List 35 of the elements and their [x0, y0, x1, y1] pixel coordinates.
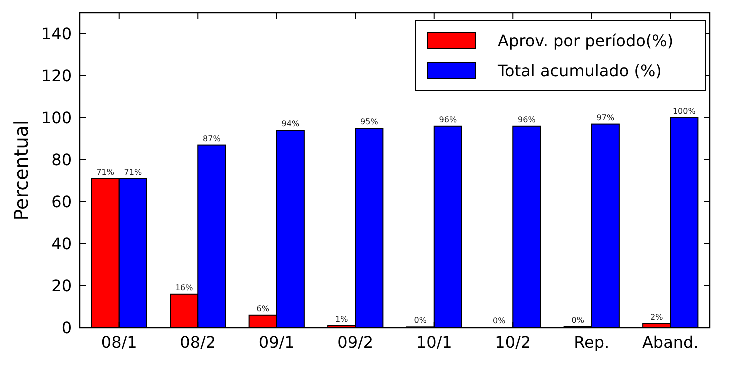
data-label: 0% [492, 316, 506, 326]
x-tick-label: Aband. [642, 333, 699, 352]
x-tick-label: 08/2 [180, 333, 216, 352]
data-label: 16% [175, 283, 194, 292]
data-label: 2% [650, 312, 664, 322]
y-tick-label: 120 [41, 66, 72, 86]
data-label: 96% [439, 115, 458, 124]
x-tick-label: 10/2 [495, 333, 532, 352]
legend-label: Aprov. por período(%) [498, 32, 674, 51]
x-tick-label: 08/1 [101, 333, 138, 352]
y-tick-label: 60 [52, 192, 72, 212]
x-tick-label: Rep. [574, 333, 610, 352]
data-label: 87% [203, 134, 222, 144]
y-tick-label: 40 [52, 234, 72, 254]
legend-label: Total acumulado (%) [497, 62, 662, 81]
data-label: 96% [518, 115, 536, 124]
data-label: 94% [282, 120, 300, 129]
x-tick-label: 10/1 [416, 333, 452, 352]
data-label: 71% [96, 168, 115, 177]
data-label: 6% [256, 304, 270, 314]
x-tick-label: 09/2 [338, 333, 374, 352]
y-tick-label: 20 [52, 276, 72, 296]
y-tick-label: 100 [41, 108, 72, 128]
data-label: 71% [124, 168, 142, 177]
data-label: 97% [596, 113, 615, 122]
y-axis-title: Percentual [11, 120, 33, 221]
y-tick-label: 140 [41, 24, 72, 44]
data-label: 0% [414, 316, 428, 326]
data-label: 0% [572, 316, 585, 325]
data-label: 95% [360, 118, 379, 126]
y-tick-label: 80 [52, 150, 72, 170]
y-tick-label: 0 [62, 318, 72, 338]
x-tick-label: 09/1 [258, 333, 295, 352]
data-label: 1% [335, 314, 349, 324]
data-label: 100% [672, 107, 696, 116]
